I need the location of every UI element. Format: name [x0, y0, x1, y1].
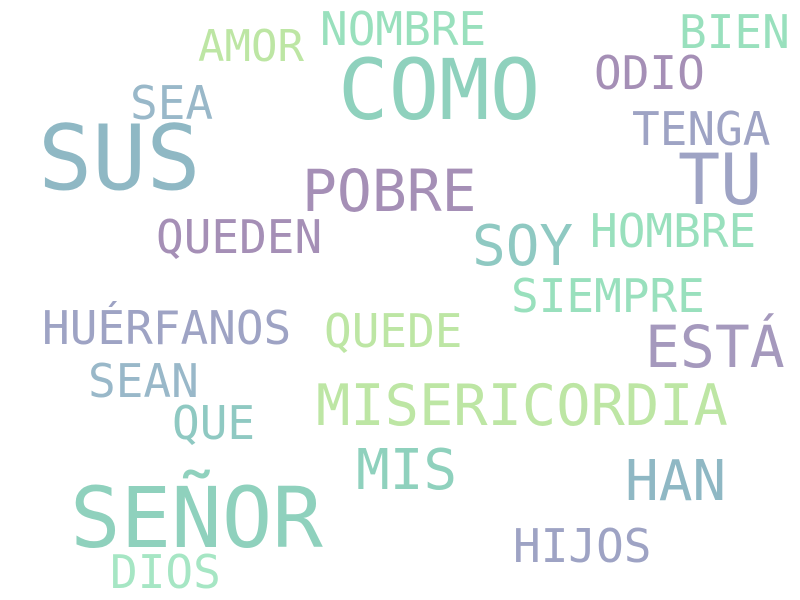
word-misericordia: MISERICORDIA: [316, 373, 728, 439]
word-esta: ESTÁ: [645, 313, 785, 381]
word-amor: AMOR: [198, 21, 304, 72]
word-dios: DIOS: [110, 545, 221, 599]
word-hombre: HOMBRE: [590, 204, 757, 258]
word-sean: SEAN: [88, 354, 199, 408]
word-pobre: POBRE: [302, 157, 477, 225]
word-mis: MIS: [356, 438, 458, 503]
word-sus: SUS: [38, 106, 201, 211]
word-hijos: HIJOS: [513, 519, 652, 573]
word-han: HAN: [625, 449, 727, 514]
word-quede: QUEDE: [324, 304, 463, 358]
word-queden: QUEDEN: [156, 210, 323, 264]
word-nombre: NOMBRE: [320, 2, 487, 56]
word-senor: SEÑOR: [70, 469, 323, 567]
word-soy: SOY: [472, 214, 574, 279]
word-como: COMO: [338, 41, 541, 139]
word-tu: TU: [678, 139, 763, 221]
word-bien: BIEN: [679, 5, 790, 59]
word-que: QUE: [172, 396, 256, 450]
word-sea: SEA: [130, 76, 214, 130]
word-siempre: SIEMPRE: [511, 269, 705, 323]
word-tenga: TENGA: [632, 102, 771, 156]
word-huerfanos: HUÉRFANOS: [42, 301, 292, 355]
word-odio: ODIO: [594, 46, 705, 100]
